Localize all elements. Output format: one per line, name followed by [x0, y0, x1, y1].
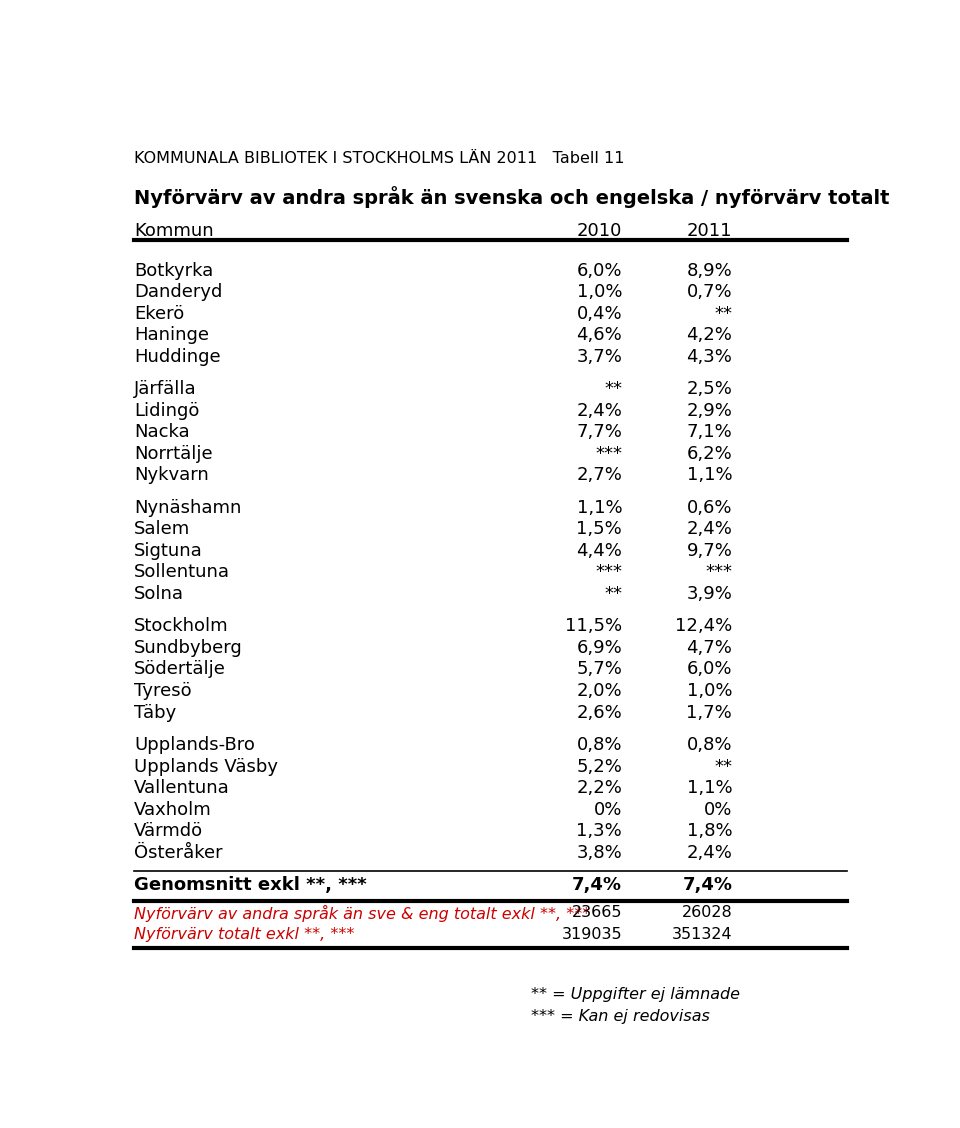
Text: 23665: 23665: [572, 906, 622, 920]
Text: Värmdö: Värmdö: [134, 822, 204, 840]
Text: 0,4%: 0,4%: [577, 305, 622, 323]
Text: 7,4%: 7,4%: [572, 876, 622, 895]
Text: 1,8%: 1,8%: [686, 822, 732, 840]
Text: 1,3%: 1,3%: [576, 822, 622, 840]
Text: 4,3%: 4,3%: [686, 347, 732, 365]
Text: 4,6%: 4,6%: [576, 326, 622, 344]
Text: 4,4%: 4,4%: [576, 541, 622, 559]
Text: Tyresö: Tyresö: [134, 682, 192, 700]
Text: Upplands-Bro: Upplands-Bro: [134, 735, 254, 754]
Text: 2,0%: 2,0%: [577, 682, 622, 700]
Text: KOMMUNALA BIBLIOTEK I STOCKHOLMS LÄN 2011   Tabell 11: KOMMUNALA BIBLIOTEK I STOCKHOLMS LÄN 201…: [134, 151, 624, 166]
Text: 6,9%: 6,9%: [576, 638, 622, 656]
Text: Ekerö: Ekerö: [134, 305, 184, 323]
Text: 5,2%: 5,2%: [576, 758, 622, 776]
Text: Norrtälje: Norrtälje: [134, 444, 212, 462]
Text: Salem: Salem: [134, 520, 190, 538]
Text: 3,7%: 3,7%: [576, 347, 622, 365]
Text: 3,9%: 3,9%: [686, 585, 732, 603]
Text: 2,9%: 2,9%: [686, 402, 732, 420]
Text: 7,1%: 7,1%: [686, 423, 732, 441]
Text: 1,1%: 1,1%: [686, 467, 732, 484]
Text: Vallentuna: Vallentuna: [134, 779, 229, 797]
Text: Genomsnitt exkl **, ***: Genomsnitt exkl **, ***: [134, 876, 367, 895]
Text: Sundbyberg: Sundbyberg: [134, 638, 243, 656]
Text: Österåker: Österåker: [134, 844, 223, 862]
Text: 2011: 2011: [686, 221, 732, 239]
Text: ***: ***: [706, 564, 732, 581]
Text: 0,8%: 0,8%: [577, 735, 622, 754]
Text: Nacka: Nacka: [134, 423, 189, 441]
Text: Upplands Väsby: Upplands Väsby: [134, 758, 278, 776]
Text: 8,9%: 8,9%: [686, 262, 732, 280]
Text: 7,4%: 7,4%: [683, 876, 732, 895]
Text: 2,6%: 2,6%: [576, 704, 622, 722]
Text: 4,2%: 4,2%: [686, 326, 732, 344]
Text: Nyförvärv av andra språk än sve & eng totalt exkl **, ***: Nyförvärv av andra språk än sve & eng to…: [134, 906, 590, 923]
Text: 319035: 319035: [562, 927, 622, 942]
Text: 12,4%: 12,4%: [675, 617, 732, 635]
Text: 6,0%: 6,0%: [686, 661, 732, 679]
Text: 9,7%: 9,7%: [686, 541, 732, 559]
Text: 0,6%: 0,6%: [686, 499, 732, 517]
Text: 1,7%: 1,7%: [686, 704, 732, 722]
Text: Botkyrka: Botkyrka: [134, 262, 213, 280]
Text: Järfälla: Järfälla: [134, 380, 197, 398]
Text: 1,0%: 1,0%: [686, 682, 732, 700]
Text: 2,2%: 2,2%: [576, 779, 622, 797]
Text: Huddinge: Huddinge: [134, 347, 221, 365]
Text: 5,7%: 5,7%: [576, 661, 622, 679]
Text: 6,0%: 6,0%: [577, 262, 622, 280]
Text: Södertälje: Södertälje: [134, 661, 226, 679]
Text: Täby: Täby: [134, 704, 177, 722]
Text: Sollentuna: Sollentuna: [134, 564, 230, 581]
Text: ***: ***: [595, 444, 622, 462]
Text: 0,7%: 0,7%: [686, 283, 732, 301]
Text: Nyförvärv av andra språk än svenska och engelska / nyförvärv totalt: Nyförvärv av andra språk än svenska och …: [134, 186, 890, 209]
Text: *** = Kan ej redovisas: *** = Kan ej redovisas: [531, 1008, 709, 1023]
Text: 1,1%: 1,1%: [577, 499, 622, 517]
Text: 2,4%: 2,4%: [686, 520, 732, 538]
Text: 0%: 0%: [594, 801, 622, 819]
Text: 7,7%: 7,7%: [576, 423, 622, 441]
Text: Solna: Solna: [134, 585, 184, 603]
Text: Sigtuna: Sigtuna: [134, 541, 203, 559]
Text: Nykvarn: Nykvarn: [134, 467, 208, 484]
Text: **: **: [714, 758, 732, 776]
Text: ***: ***: [595, 564, 622, 581]
Text: 3,8%: 3,8%: [576, 844, 622, 862]
Text: 2010: 2010: [577, 221, 622, 239]
Text: Nynäshamn: Nynäshamn: [134, 499, 241, 517]
Text: 0,8%: 0,8%: [686, 735, 732, 754]
Text: 11,5%: 11,5%: [565, 617, 622, 635]
Text: 1,0%: 1,0%: [577, 283, 622, 301]
Text: 1,5%: 1,5%: [576, 520, 622, 538]
Text: Vaxholm: Vaxholm: [134, 801, 212, 819]
Text: **: **: [604, 585, 622, 603]
Text: 0%: 0%: [704, 801, 732, 819]
Text: 2,7%: 2,7%: [576, 467, 622, 484]
Text: Haninge: Haninge: [134, 326, 209, 344]
Text: Kommun: Kommun: [134, 221, 213, 239]
Text: Lidingö: Lidingö: [134, 402, 200, 420]
Text: **: **: [714, 305, 732, 323]
Text: 4,7%: 4,7%: [686, 638, 732, 656]
Text: ** = Uppgifter ej lämnade: ** = Uppgifter ej lämnade: [531, 987, 740, 1002]
Text: 2,4%: 2,4%: [686, 844, 732, 862]
Text: 6,2%: 6,2%: [686, 444, 732, 462]
Text: **: **: [604, 380, 622, 398]
Text: 2,4%: 2,4%: [576, 402, 622, 420]
Text: 1,1%: 1,1%: [686, 779, 732, 797]
Text: 2,5%: 2,5%: [686, 380, 732, 398]
Text: 351324: 351324: [672, 927, 732, 942]
Text: 26028: 26028: [682, 906, 732, 920]
Text: Nyförvärv totalt exkl **, ***: Nyförvärv totalt exkl **, ***: [134, 927, 354, 942]
Text: Stockholm: Stockholm: [134, 617, 228, 635]
Text: Danderyd: Danderyd: [134, 283, 223, 301]
